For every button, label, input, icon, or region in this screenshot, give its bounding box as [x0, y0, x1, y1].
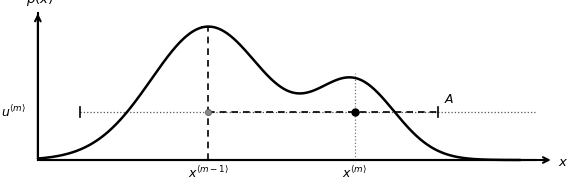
Text: $A$: $A$: [444, 93, 454, 106]
Text: $u^{\langle m\rangle}$: $u^{\langle m\rangle}$: [1, 104, 26, 120]
Text: $p(x)$: $p(x)$: [26, 0, 54, 8]
Text: $x^{\langle m-1\rangle}$: $x^{\langle m-1\rangle}$: [187, 165, 229, 181]
Text: $x$: $x$: [558, 156, 568, 169]
Text: $x^{\langle m\rangle}$: $x^{\langle m\rangle}$: [342, 165, 367, 181]
